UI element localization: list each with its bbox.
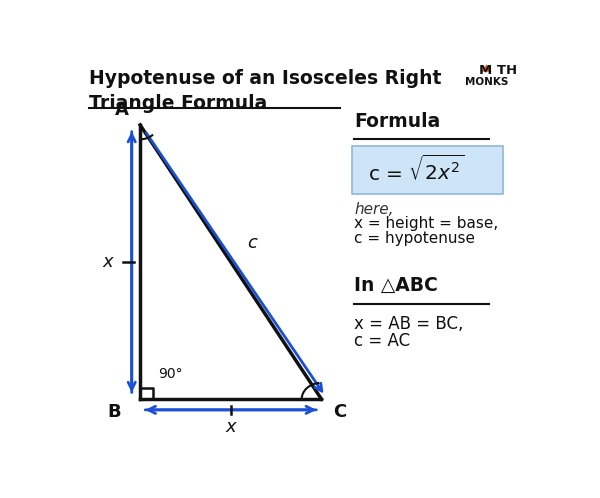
Text: A: A	[115, 101, 128, 119]
Text: B: B	[108, 403, 121, 421]
Polygon shape	[481, 64, 491, 72]
Text: 90°: 90°	[158, 367, 182, 381]
Text: x = AB = BC,: x = AB = BC,	[354, 315, 463, 333]
FancyBboxPatch shape	[352, 146, 503, 194]
Text: here,: here,	[354, 202, 394, 217]
Text: Hypotenuse of an Isosceles Right
Triangle Formula: Hypotenuse of an Isosceles Right Triangl…	[89, 69, 442, 113]
Text: c = $\sqrt{2x^2}$: c = $\sqrt{2x^2}$	[368, 155, 464, 185]
Text: x: x	[102, 253, 113, 271]
Text: c = AC: c = AC	[354, 332, 410, 350]
Text: C: C	[334, 403, 347, 421]
Text: x: x	[226, 418, 236, 436]
Text: c = hypotenuse: c = hypotenuse	[354, 231, 475, 246]
Text: c: c	[247, 234, 257, 252]
Text: M TH: M TH	[479, 64, 517, 77]
Text: Formula: Formula	[354, 112, 440, 130]
Text: MONKS: MONKS	[465, 77, 508, 87]
Text: x = height = base,: x = height = base,	[354, 216, 498, 231]
Text: In △ABC: In △ABC	[354, 276, 438, 295]
